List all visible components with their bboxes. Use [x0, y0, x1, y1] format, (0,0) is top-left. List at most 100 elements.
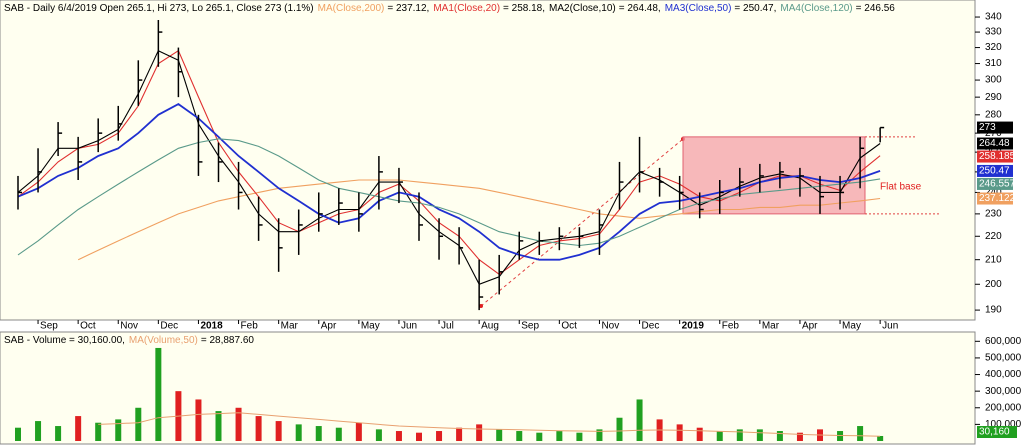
x-tick-label: Sep [40, 321, 58, 332]
legend-value: = 246.56 [856, 3, 896, 14]
volume-bar [55, 426, 62, 441]
volume-bar [476, 424, 483, 441]
x-tick-label: 2019 [682, 321, 705, 332]
volume-bar [335, 427, 342, 441]
x-tick-label: Apr [321, 321, 337, 332]
x-tick-label: Feb [722, 321, 740, 332]
legend-value: = 28,887.60 [201, 335, 255, 346]
x-tick-label: Dec [160, 321, 178, 332]
chart-title: SAB - Daily 6/4/2019 Open 265.1, Hi 273,… [4, 3, 895, 14]
y-tick-label: 600,000 [985, 336, 1022, 347]
y-tick-label: 200,000 [985, 402, 1022, 413]
legend-name: MA4(Close,120) [780, 3, 852, 14]
volume-bar [596, 429, 603, 441]
volume-bar [315, 426, 322, 441]
volume-bar [355, 422, 362, 441]
x-tick-label: 2018 [200, 321, 223, 332]
volume-bar [576, 432, 583, 441]
x-tick-label: May [842, 321, 861, 332]
y-tick-label: 330 [985, 27, 1002, 38]
volume-bar [275, 421, 282, 441]
volume-bar [536, 432, 543, 441]
volume-bar [416, 432, 422, 441]
volume-bar [395, 431, 402, 441]
last-value-label: 258.185 [979, 151, 1016, 162]
volume-bar [716, 431, 723, 441]
volume-bar [135, 407, 142, 441]
volume-bar [436, 431, 443, 441]
volume-bar [636, 399, 643, 441]
legend-value: = 237.12, [387, 3, 429, 14]
y-tick-label: 320 [985, 42, 1002, 53]
y-tick-label: 220 [985, 231, 1002, 242]
x-tick-label: Jul [441, 321, 454, 332]
legend-name: MA3(Close,50) [665, 3, 732, 14]
volume-bar [195, 399, 202, 441]
volume-bar [456, 427, 463, 441]
title-text: SAB - Daily 6/4/2019 Open 265.1, Hi 273,… [4, 3, 314, 14]
volume-bar [115, 419, 122, 441]
last-value-label: 246.557 [979, 179, 1016, 190]
y-tick-label: 400,000 [985, 369, 1022, 380]
legend-value: = 264.48, [619, 3, 661, 14]
volume-title: SAB - Volume = 30,160.00, MA(Volume,50) = … [4, 335, 254, 346]
volume-bar [255, 416, 262, 441]
x-tick-label: Aug [481, 321, 499, 332]
volume-bar [35, 421, 42, 441]
legend-name: MA1(Close,20) [433, 3, 500, 14]
last-value-label: 264.48 [979, 138, 1010, 149]
last-value-label: 30,160 [979, 427, 1010, 438]
last-value-box [977, 137, 1013, 150]
x-tick-label: Jun [882, 321, 898, 332]
x-tick-label: Dec [642, 321, 660, 332]
x-tick-label: Mar [762, 321, 780, 332]
x-tick-label: May [361, 321, 380, 332]
volume-bar [776, 431, 783, 441]
volume-bar [375, 429, 382, 441]
x-tick-label: Nov [601, 321, 619, 332]
y-tick-label: 210 [985, 254, 1002, 265]
volume-bar [857, 426, 864, 441]
volume-bar [736, 429, 743, 441]
legend-name: MA(Volume,50) [129, 335, 198, 346]
last-value-box [977, 150, 1013, 163]
last-value-box [977, 192, 1013, 205]
annotation: Flat base [880, 182, 922, 193]
ma-line [77, 179, 881, 261]
y-tick-label: 340 [985, 12, 1002, 23]
volume-bar [95, 422, 102, 441]
volume-bar [756, 429, 763, 441]
volume-bar [496, 429, 503, 441]
volume-bar [235, 407, 242, 441]
title-text: SAB - Volume = 30,160.00, [4, 335, 125, 346]
ma-line [17, 49, 881, 275]
y-tick-label: 310 [985, 58, 1002, 69]
volume-panel [0, 331, 976, 445]
ma-line [17, 49, 881, 285]
last-value-box [977, 426, 1017, 438]
legend-value: = 250.47, [734, 3, 776, 14]
last-value-label: 250.47 [979, 166, 1010, 177]
y-tick-label: 300 [985, 75, 1002, 86]
volume-bar [796, 432, 803, 441]
last-value-box [977, 121, 1013, 134]
y-tick-label: 500,000 [985, 353, 1022, 364]
volume-bar [15, 427, 21, 441]
last-value-box [977, 177, 1013, 190]
last-value-label: 273 [979, 122, 996, 133]
x-tick-label: Mar [281, 321, 299, 332]
x-tick-label: Feb [241, 321, 259, 332]
volume-bar [75, 416, 82, 441]
last-value-box [977, 164, 1013, 177]
volume-bar [155, 347, 162, 441]
y-tick-label: 300,000 [985, 386, 1022, 397]
legend-name: MA(Close,200) [318, 3, 385, 14]
x-tick-label: Sep [521, 321, 539, 332]
volume-ma-line [98, 412, 881, 437]
last-value-label: 237.122 [979, 193, 1016, 204]
y-tick-label: 230 [985, 209, 1002, 220]
trend-dot [479, 304, 483, 308]
trend-line [480, 138, 684, 307]
volume-bar [877, 435, 884, 441]
